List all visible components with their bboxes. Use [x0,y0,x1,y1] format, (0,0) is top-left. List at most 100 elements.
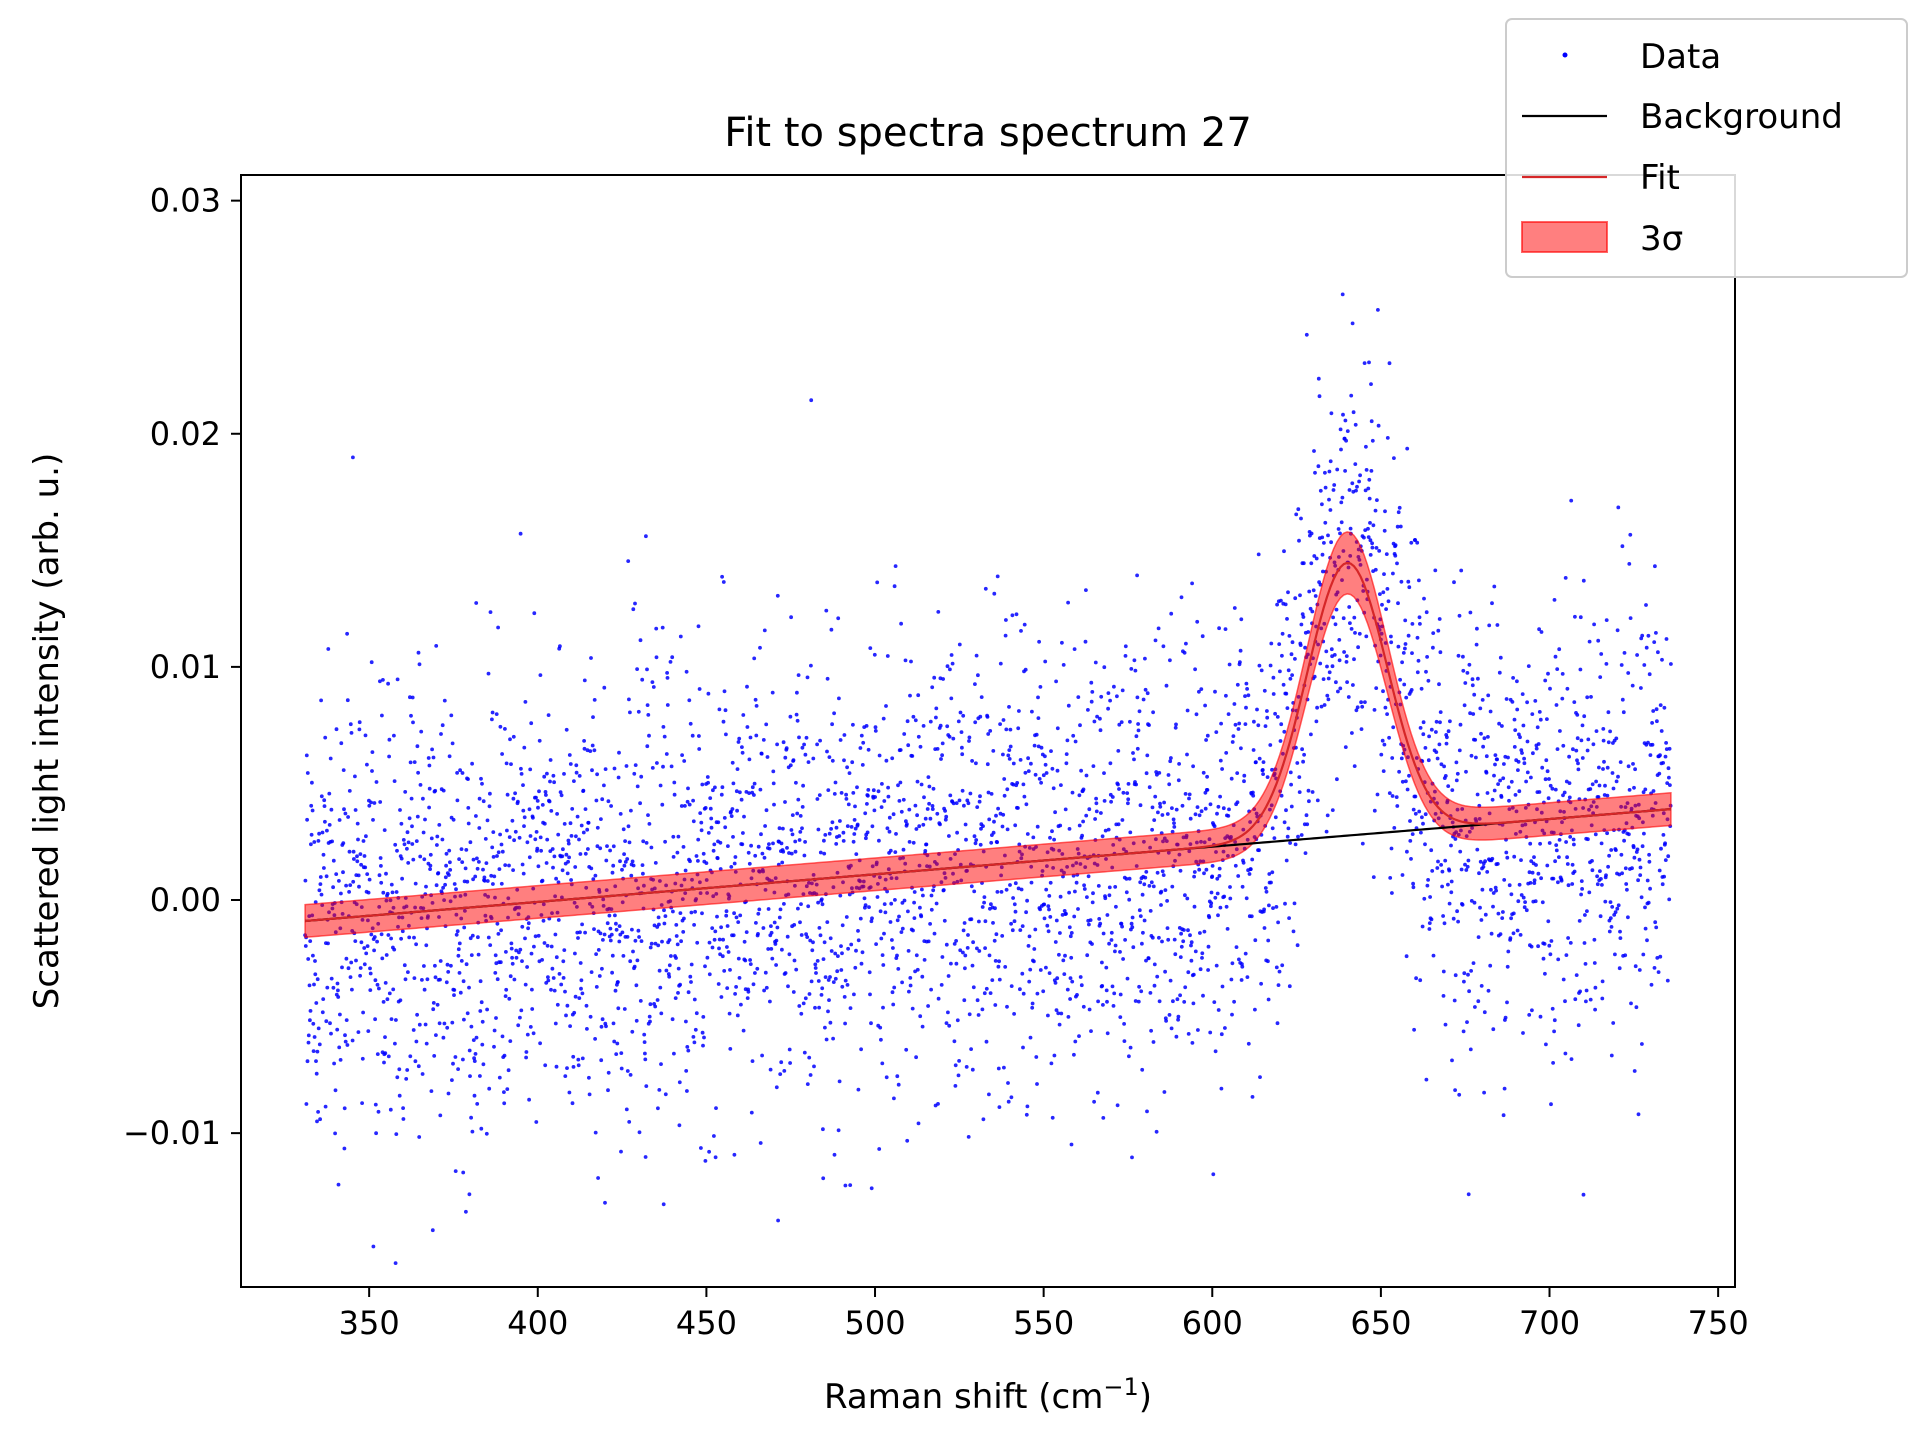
data-point [775,925,780,930]
data-point [1594,729,1599,733]
data-point [955,830,959,835]
data-point [916,693,921,698]
data-point [1144,958,1148,963]
data-point [1486,988,1491,993]
data-point [412,935,416,940]
data-point [1167,782,1172,787]
data-point [1303,645,1307,650]
data-point [617,924,622,928]
data-point [1368,553,1373,557]
data-point [845,824,850,828]
data-point [1102,665,1107,670]
data-point [646,713,651,717]
data-point [1479,984,1484,988]
data-point [1049,1061,1054,1066]
data-point [1606,864,1610,869]
data-point [805,675,810,680]
data-point [930,804,935,808]
data-point [576,936,580,940]
data-point [1001,718,1006,722]
data-point [719,995,724,999]
data-point [1020,971,1025,976]
data-point [750,1059,755,1063]
data-point [421,830,426,835]
data-point [1145,1109,1149,1114]
data-point [1283,602,1288,607]
data-point [418,783,423,787]
data-point [746,989,751,994]
data-point [395,1075,400,1080]
data-point [422,964,426,968]
data-point [611,1021,616,1026]
data-point [1580,723,1585,728]
data-point [375,1052,380,1056]
data-point [1566,883,1571,888]
data-point [964,837,968,842]
data-point [448,860,452,865]
data-point [1042,902,1047,907]
data-point [789,828,794,832]
data-point [711,848,716,853]
data-point [1044,887,1049,892]
data-point [1396,644,1401,649]
data-point [737,976,742,980]
data-point [973,720,978,725]
data-point [306,957,311,961]
data-point [1613,910,1618,914]
data-point [1121,790,1126,795]
data-point [365,944,370,948]
data-point [1527,1013,1532,1017]
data-point [1590,782,1595,787]
data-point [1403,646,1407,651]
data-point [1154,1129,1159,1134]
data-point [452,988,457,992]
data-point [645,667,649,672]
data-point [915,779,920,784]
data-point [1278,739,1283,743]
data-point [1396,510,1401,515]
data-point [846,802,851,807]
data-point [1153,794,1158,799]
data-point [983,586,988,591]
data-point [635,958,640,963]
data-point [817,1005,821,1010]
data-point [488,943,493,947]
data-point [1228,885,1232,889]
data-point [1580,887,1584,891]
data-point [407,935,412,940]
data-point [960,745,964,750]
data-point [803,996,808,1001]
data-point [1182,928,1186,932]
data-point [371,818,375,822]
data-point [884,1075,889,1080]
data-point [688,974,693,979]
data-point [431,1007,436,1012]
data-point [447,754,452,759]
data-point [1603,783,1607,788]
data-point [919,914,924,919]
data-point [670,655,675,660]
data-point [822,838,826,843]
data-point [735,808,739,813]
data-point [747,861,752,866]
data-point [570,1101,575,1106]
data-point [1453,1088,1457,1092]
data-point [1467,989,1471,994]
data-point [1654,707,1659,712]
data-point [1474,642,1479,647]
data-point [642,1032,647,1037]
data-point [657,1088,662,1092]
data-point [1405,787,1410,792]
data-point [1285,834,1290,839]
data-point [679,939,683,944]
data-point [954,939,958,943]
data-point [1028,967,1033,972]
data-point [1300,612,1305,616]
data-point [562,822,567,826]
data-point [1160,813,1165,817]
data-point [499,881,504,886]
data-point [444,863,448,868]
data-point [1028,1035,1033,1040]
data-point [1590,868,1595,873]
data-point [973,682,977,686]
